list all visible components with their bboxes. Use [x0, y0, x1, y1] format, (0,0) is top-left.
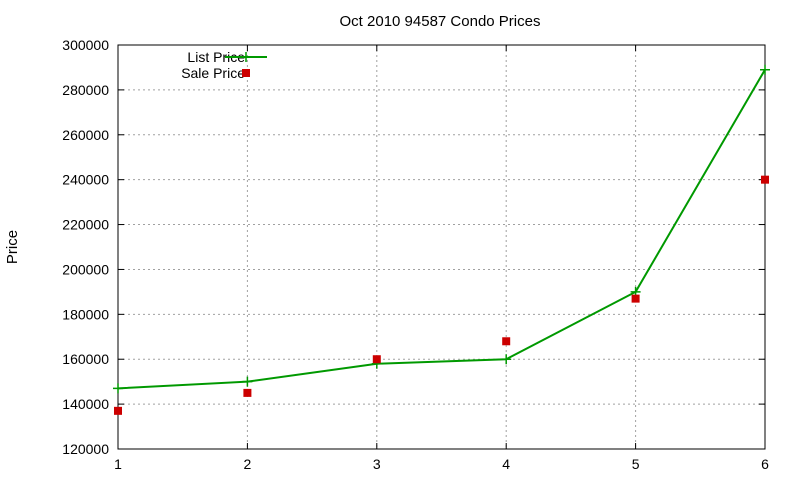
y-tick-label: 160000 — [62, 351, 109, 367]
y-tick-label: 240000 — [62, 172, 109, 188]
x-tick-label: 1 — [114, 456, 122, 472]
grid-lines — [118, 45, 765, 449]
data-point — [502, 337, 511, 346]
legend-label: List Price — [187, 49, 245, 65]
y-tick-label: 180000 — [62, 306, 109, 322]
series-layer — [113, 64, 770, 415]
data-point — [761, 175, 769, 184]
series-list-price — [113, 64, 770, 394]
series-line — [117, 69, 766, 390]
x-tick-label: 4 — [502, 456, 510, 472]
y-tick-label: 120000 — [62, 441, 109, 457]
y-tick-label: 200000 — [62, 261, 109, 277]
y-tick-label: 260000 — [62, 127, 109, 143]
axis-ticks: 1 2 3 4 5 6 120000 140000 160000 180000 200000 2200… — [62, 37, 769, 472]
legend-swatch-marker — [241, 52, 251, 62]
data-point — [113, 383, 123, 394]
x-tick-label: 2 — [244, 456, 252, 472]
y-tick-label: 300000 — [62, 37, 109, 53]
y-tick-label: 280000 — [62, 82, 109, 98]
plot-area-frame — [117, 44, 766, 450]
data-point — [243, 388, 252, 397]
x-tick-label: 3 — [373, 456, 381, 472]
x-tick-label: 6 — [761, 456, 769, 472]
y-tick-label: 140000 — [62, 396, 109, 412]
data-point — [114, 406, 122, 415]
data-point — [501, 354, 512, 365]
data-point — [242, 376, 253, 387]
x-tick-label: 5 — [632, 456, 640, 472]
series-sale-price — [114, 175, 769, 415]
legend-swatch-marker — [242, 69, 250, 77]
data-point — [760, 64, 770, 75]
chart-title: Oct 2010 94587 Condo Prices — [340, 13, 541, 30]
data-point — [372, 355, 381, 364]
y-axis-label: Price — [4, 230, 21, 264]
legend-label: Sale Price — [181, 65, 245, 81]
y-tick-label: 220000 — [62, 217, 109, 233]
data-point — [631, 294, 640, 303]
